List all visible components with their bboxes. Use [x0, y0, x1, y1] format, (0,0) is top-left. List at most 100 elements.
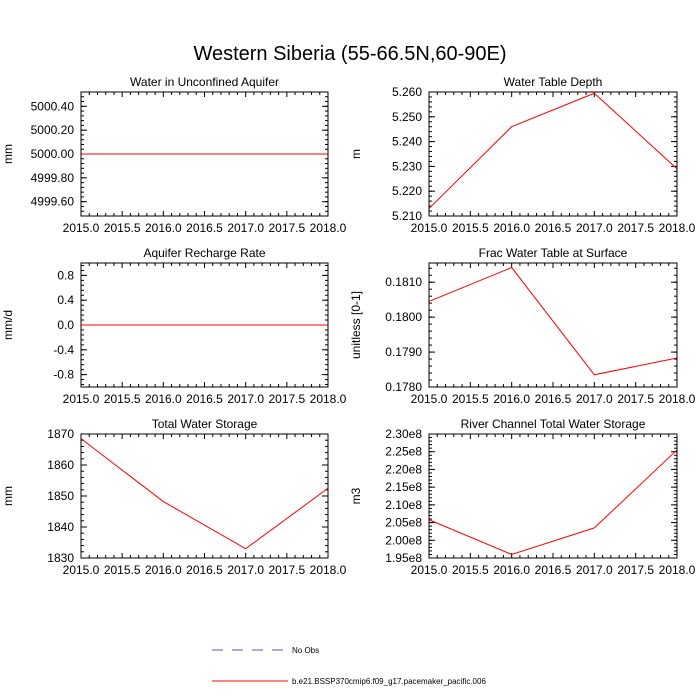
x-tick-label: 2015.5	[452, 221, 489, 235]
x-tick-label: 2015.0	[63, 563, 100, 577]
x-tick-label: 2016.5	[186, 392, 223, 406]
y-tick-label: 2.15e8	[385, 480, 422, 494]
x-tick-label: 2016.0	[493, 563, 530, 577]
panel-title: Total Water Storage	[152, 417, 258, 431]
y-tick-label: -0.4	[53, 343, 74, 357]
figure-title: Western Siberia (55-66.5N,60-90E)	[193, 43, 506, 65]
x-tick-label: 2015.0	[63, 392, 100, 406]
y-tick-label: 1830	[47, 551, 74, 565]
x-tick-label: 2016.0	[145, 392, 182, 406]
panel-6: River Channel Total Water Storage m3 2015.…	[349, 417, 696, 577]
y-tick-label: 4999.80	[31, 171, 75, 185]
y-tick-label: 1850	[47, 489, 74, 503]
series-line	[80, 438, 329, 550]
x-tick-label: 2015.5	[104, 392, 141, 406]
x-tick-label: 2015.0	[63, 221, 100, 235]
y-tick-label: 2.10e8	[385, 498, 422, 512]
x-tick-label: 2018.0	[659, 563, 696, 577]
x-tick-label: 2018.0	[659, 221, 696, 235]
panel-title: Aquifer Recharge Rate	[143, 246, 265, 260]
x-tick-label: 2017.5	[617, 221, 654, 235]
y-tick-label: 0.1780	[385, 380, 422, 394]
series-line	[428, 92, 678, 209]
plot-frame	[428, 262, 678, 388]
y-tick-label: 5.230	[392, 159, 422, 173]
plot-frame	[80, 262, 329, 388]
y-tick-label: 0.1810	[385, 275, 422, 289]
x-tick-label: 2018.0	[659, 392, 696, 406]
y-tick-label: 0.1800	[385, 310, 422, 324]
x-tick-label: 2018.0	[310, 221, 347, 235]
x-tick-label: 2017.0	[576, 563, 613, 577]
y-tick-label: 5000.00	[31, 147, 75, 161]
y-tick-label: 2.30e8	[385, 427, 422, 441]
x-tick-label: 2017.0	[576, 221, 613, 235]
x-tick-label: 2016.5	[186, 221, 223, 235]
panel-title: Water Table Depth	[504, 75, 603, 89]
x-tick-label: 2018.0	[310, 563, 347, 577]
y-tick-label: 5000.20	[31, 123, 75, 137]
x-tick-label: 2016.0	[145, 221, 182, 235]
panel-title: Frac Water Table at Surface	[479, 246, 628, 260]
x-tick-label: 2015.0	[411, 221, 448, 235]
legend-label: No Obs	[292, 646, 319, 655]
x-tick-label: 2018.0	[310, 392, 347, 406]
x-tick-label: 2016.0	[493, 221, 530, 235]
x-tick-label: 2017.0	[576, 392, 613, 406]
y-tick-label: 2.20e8	[385, 462, 422, 476]
plot-frame	[80, 433, 329, 559]
y-tick-label: 2.00e8	[385, 533, 422, 547]
panels: Water in Unconfined Aquifer mm 2015.0 2015.…	[1, 75, 696, 577]
x-tick-label: 2017.5	[617, 392, 654, 406]
x-tick-label: 2016.0	[145, 563, 182, 577]
panel-title: Water in Unconfined Aquifer	[130, 75, 279, 89]
y-tick-label: -0.8	[53, 368, 74, 382]
y-tick-label: 0.1790	[385, 345, 422, 359]
x-tick-label: 2015.5	[452, 392, 489, 406]
x-tick-label: 2015.0	[411, 563, 448, 577]
panel-1: Water in Unconfined Aquifer mm 2015.0 2015.…	[1, 75, 347, 235]
y-tick-label: 5.240	[392, 135, 422, 149]
x-tick-label: 2017.0	[227, 392, 264, 406]
y-tick-label: 2.25e8	[385, 445, 422, 459]
panel-title: River Channel Total Water Storage	[461, 417, 646, 431]
plot-frame	[80, 91, 329, 217]
panel-4: Frac Water Table at Surface unitless [0-1…	[349, 246, 696, 406]
x-tick-label: 2015.5	[104, 563, 141, 577]
y-tick-label: 5000.40	[31, 99, 75, 113]
y-tick-label: 0.4	[57, 293, 74, 307]
x-tick-label: 2016.5	[535, 563, 572, 577]
series-line	[428, 449, 678, 555]
x-tick-label: 2016.5	[535, 221, 572, 235]
y-tick-label: 5.250	[392, 110, 422, 124]
y-axis-label: m	[349, 149, 363, 159]
x-tick-label: 2016.5	[535, 392, 572, 406]
y-tick-label: 5.260	[392, 85, 422, 99]
x-tick-label: 2015.5	[104, 221, 141, 235]
y-tick-label: 0.8	[57, 268, 74, 282]
y-tick-label: 1840	[47, 520, 74, 534]
x-tick-label: 2017.5	[617, 563, 654, 577]
x-tick-label: 2017.5	[268, 221, 305, 235]
y-axis-label: mm	[1, 486, 15, 506]
y-axis-label: mm/d	[1, 310, 15, 340]
series-line	[428, 266, 678, 376]
legend-label: b.e21.BSSP370cmip6.f09_g17.pacemaker_pac…	[292, 677, 486, 686]
x-tick-label: 2016.5	[186, 563, 223, 577]
x-tick-label: 2017.5	[268, 563, 305, 577]
y-tick-label: 5.220	[392, 184, 422, 198]
panel-5: Total Water Storage mm 2015.0 2015.5 2016.0 2…	[1, 417, 347, 577]
x-tick-label: 2016.0	[493, 392, 530, 406]
plot-frame	[428, 433, 678, 559]
x-tick-label: 2017.5	[268, 392, 305, 406]
y-axis-label: mm	[1, 144, 15, 164]
legend: No Obs b.e21.BSSP370cmip6.f09_g17.pacemak…	[212, 646, 486, 686]
y-tick-label: 1870	[47, 427, 74, 441]
y-tick-label: 2.05e8	[385, 516, 422, 530]
panel-2: Water Table Depth m 2015.0 2015.5 2016.0 2016…	[349, 75, 696, 235]
plot-frame	[428, 91, 678, 217]
y-tick-label: 0.0	[57, 318, 74, 332]
y-axis-label: m3	[349, 487, 363, 504]
x-tick-label: 2017.0	[227, 563, 264, 577]
